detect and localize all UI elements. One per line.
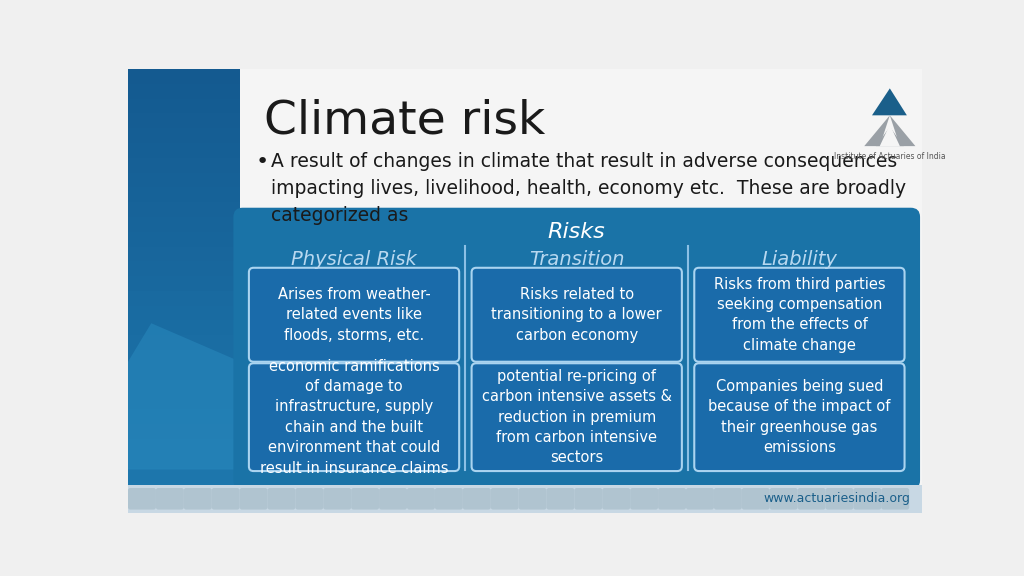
FancyBboxPatch shape <box>694 268 904 362</box>
FancyBboxPatch shape <box>128 113 241 129</box>
FancyBboxPatch shape <box>379 488 407 510</box>
FancyBboxPatch shape <box>770 488 798 510</box>
FancyBboxPatch shape <box>686 488 714 510</box>
FancyBboxPatch shape <box>741 488 770 510</box>
Text: Risks: Risks <box>548 222 605 242</box>
FancyBboxPatch shape <box>233 208 920 490</box>
Text: Arises from weather-
related events like
floods, storms, etc.: Arises from weather- related events like… <box>278 287 430 343</box>
FancyBboxPatch shape <box>798 488 825 510</box>
Text: Climate risk: Climate risk <box>263 99 545 144</box>
FancyBboxPatch shape <box>128 365 241 380</box>
FancyBboxPatch shape <box>128 232 241 247</box>
FancyBboxPatch shape <box>128 306 241 321</box>
FancyBboxPatch shape <box>128 217 241 233</box>
Text: •: • <box>256 152 269 172</box>
FancyBboxPatch shape <box>128 173 241 188</box>
Polygon shape <box>864 115 890 146</box>
FancyBboxPatch shape <box>128 187 241 203</box>
Text: Risks related to
transitioning to a lower
carbon economy: Risks related to transitioning to a lowe… <box>492 287 663 343</box>
Text: potential re-pricing of
carbon intensive assets &
reduction in premium
from carb: potential re-pricing of carbon intensive… <box>481 369 672 465</box>
FancyBboxPatch shape <box>128 247 241 262</box>
FancyBboxPatch shape <box>156 488 183 510</box>
FancyBboxPatch shape <box>602 488 630 510</box>
Text: www.actuariesindia.org: www.actuariesindia.org <box>764 492 910 505</box>
FancyBboxPatch shape <box>128 485 922 513</box>
FancyBboxPatch shape <box>128 424 241 439</box>
Text: Liability: Liability <box>762 250 838 269</box>
FancyBboxPatch shape <box>128 98 241 114</box>
Text: Transition: Transition <box>529 250 625 269</box>
FancyBboxPatch shape <box>128 409 241 425</box>
FancyBboxPatch shape <box>128 276 241 291</box>
FancyBboxPatch shape <box>212 488 240 510</box>
FancyBboxPatch shape <box>128 488 156 510</box>
FancyBboxPatch shape <box>490 488 518 510</box>
FancyBboxPatch shape <box>128 291 241 306</box>
FancyBboxPatch shape <box>694 363 904 471</box>
FancyBboxPatch shape <box>882 488 909 510</box>
FancyBboxPatch shape <box>241 69 922 513</box>
Polygon shape <box>876 127 904 146</box>
FancyBboxPatch shape <box>249 268 459 362</box>
FancyBboxPatch shape <box>351 488 379 510</box>
FancyBboxPatch shape <box>547 488 574 510</box>
Text: Risks from third parties
seeking compensation
from the effects of
climate change: Risks from third parties seeking compens… <box>714 276 885 353</box>
Text: Companies being sued
because of the impact of
their greenhouse gas
emissions: Companies being sued because of the impa… <box>709 379 891 455</box>
FancyBboxPatch shape <box>128 320 241 336</box>
FancyBboxPatch shape <box>518 488 547 510</box>
FancyBboxPatch shape <box>295 488 324 510</box>
FancyBboxPatch shape <box>825 488 853 510</box>
FancyBboxPatch shape <box>128 453 241 469</box>
FancyBboxPatch shape <box>128 498 241 513</box>
FancyBboxPatch shape <box>240 488 267 510</box>
FancyBboxPatch shape <box>128 380 241 395</box>
FancyBboxPatch shape <box>128 468 241 484</box>
FancyBboxPatch shape <box>128 158 241 173</box>
FancyBboxPatch shape <box>183 488 212 510</box>
FancyBboxPatch shape <box>407 488 435 510</box>
FancyBboxPatch shape <box>128 335 241 351</box>
FancyBboxPatch shape <box>249 363 459 471</box>
Text: Physical Risk: Physical Risk <box>291 250 417 269</box>
FancyBboxPatch shape <box>267 488 295 510</box>
FancyBboxPatch shape <box>463 488 490 510</box>
FancyBboxPatch shape <box>658 488 686 510</box>
FancyBboxPatch shape <box>128 202 241 218</box>
FancyBboxPatch shape <box>128 262 241 277</box>
FancyBboxPatch shape <box>128 128 241 144</box>
FancyBboxPatch shape <box>324 488 351 510</box>
FancyBboxPatch shape <box>128 483 241 499</box>
FancyBboxPatch shape <box>630 488 658 510</box>
FancyBboxPatch shape <box>128 143 241 158</box>
Text: Institute of Actuaries of India: Institute of Actuaries of India <box>834 152 945 161</box>
FancyBboxPatch shape <box>472 268 682 362</box>
FancyBboxPatch shape <box>435 488 463 510</box>
FancyBboxPatch shape <box>128 439 241 454</box>
FancyBboxPatch shape <box>128 350 241 366</box>
Polygon shape <box>128 323 241 469</box>
FancyBboxPatch shape <box>128 69 241 85</box>
Polygon shape <box>872 88 907 115</box>
FancyBboxPatch shape <box>128 84 241 100</box>
Text: economic ramifications
of damage to
infrastructure, supply
chain and the built
e: economic ramifications of damage to infr… <box>260 359 449 476</box>
FancyBboxPatch shape <box>853 488 882 510</box>
FancyBboxPatch shape <box>128 395 241 410</box>
FancyBboxPatch shape <box>472 363 682 471</box>
Polygon shape <box>890 115 915 146</box>
Polygon shape <box>880 124 900 146</box>
FancyBboxPatch shape <box>574 488 602 510</box>
Text: A result of changes in climate that result in adverse consequences
impacting liv: A result of changes in climate that resu… <box>271 151 906 225</box>
FancyBboxPatch shape <box>714 488 741 510</box>
